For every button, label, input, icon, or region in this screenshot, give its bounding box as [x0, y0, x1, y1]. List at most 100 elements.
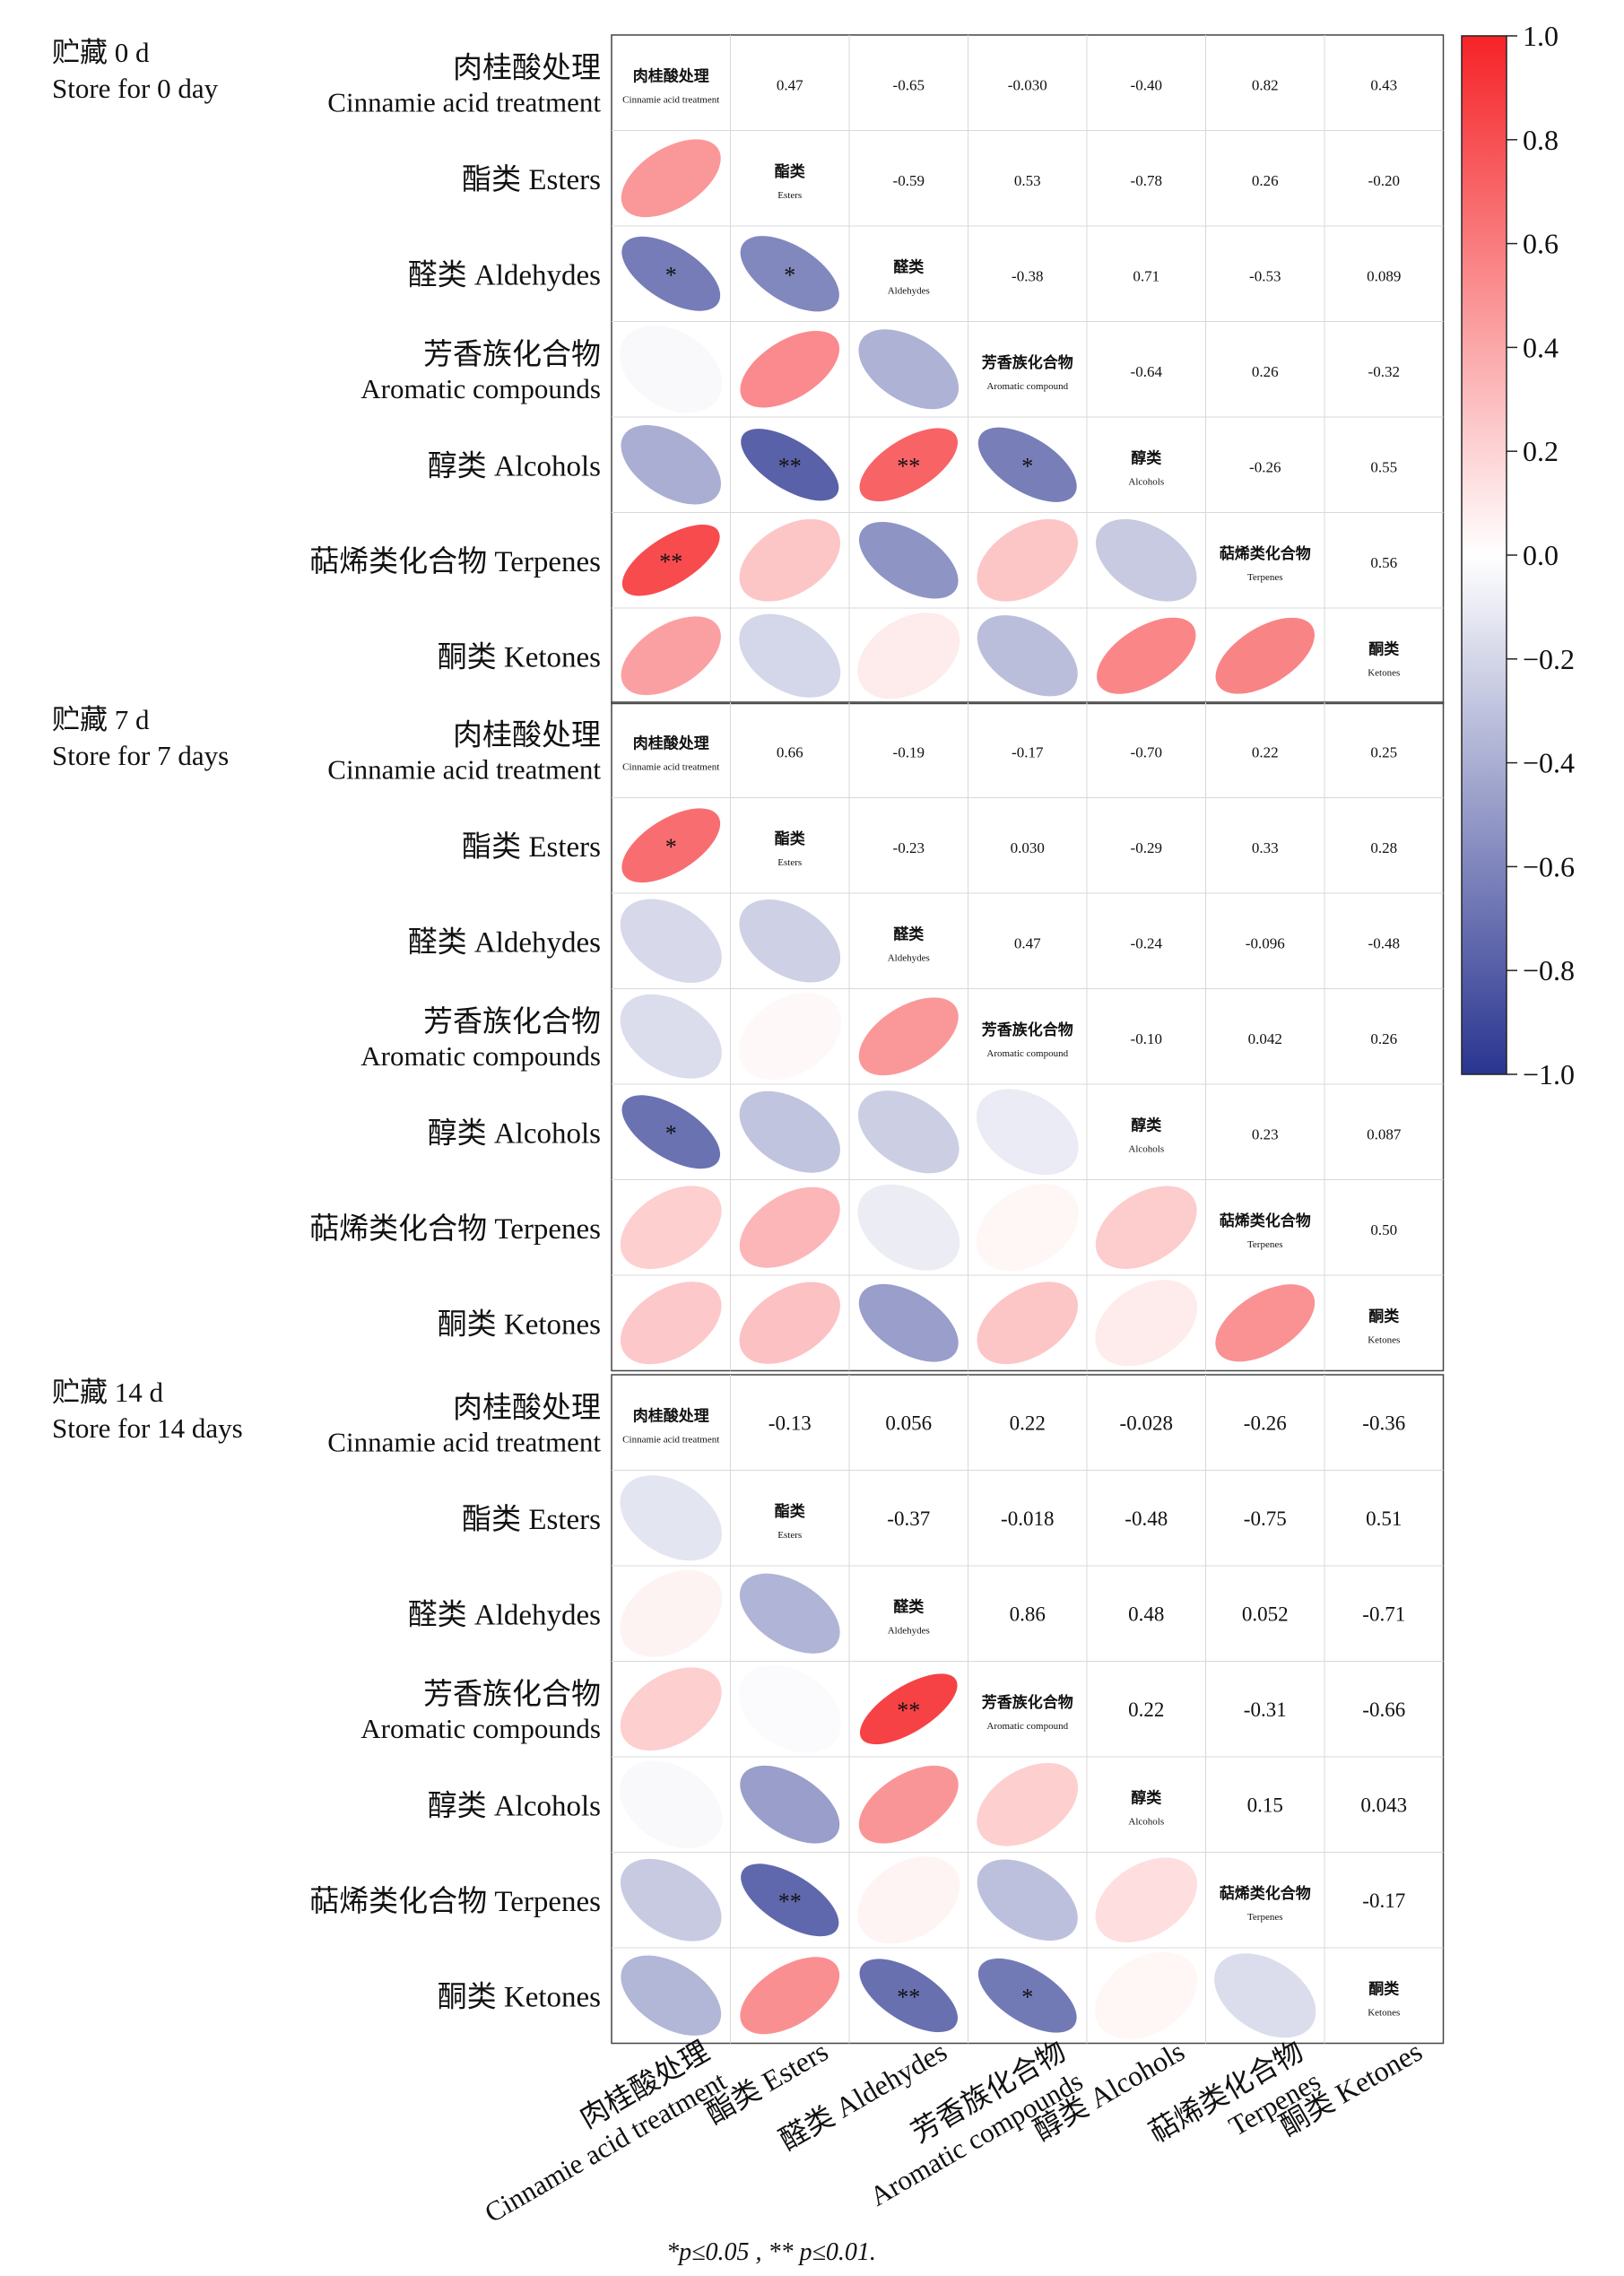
correlation-ellipse — [858, 1283, 959, 1362]
row-label: 醇类 Alcohols — [428, 1116, 601, 1150]
correlation-value: -0.70 — [1131, 743, 1162, 760]
diagonal-label-en: Alcohols — [1128, 476, 1164, 487]
diagonal-label-en: Ketones — [1368, 2007, 1400, 2018]
correlation-ellipse — [857, 1090, 960, 1174]
correlation-value: 0.55 — [1370, 458, 1397, 475]
row-label: 萜烯类化合物 Terpenes — [309, 1885, 601, 1918]
colorbar-tick-label: −0.8 — [1523, 954, 1575, 986]
correlation-value: 0.66 — [777, 743, 803, 760]
correlation-value: 0.22 — [1128, 1698, 1164, 1721]
correlation-value: -0.29 — [1131, 839, 1162, 856]
panel-frame — [611, 34, 1445, 705]
colorbar-gradient — [1461, 35, 1507, 1075]
diagonal-label-en: Alcohols — [1128, 1143, 1164, 1154]
correlation-ellipse — [620, 1858, 722, 1942]
correlation-value: -0.66 — [1362, 1698, 1405, 1721]
correlation-value: 0.26 — [1370, 1030, 1397, 1047]
colorbar-tick-label: 0.8 — [1523, 124, 1559, 156]
correlation-ellipse — [977, 1958, 1077, 2033]
correlation-ellipse — [1214, 1953, 1316, 2038]
row-label-en: Aromatic compounds — [360, 1713, 601, 1744]
correlation-value: -0.17 — [1012, 743, 1044, 760]
correlation-ellipse — [858, 1765, 959, 1844]
diagonal-label-en: Aromatic compound — [986, 1048, 1068, 1059]
correlation-ellipse — [977, 1859, 1078, 1942]
diagonal-label-cn: 芳香族化合物 — [982, 1021, 1073, 1039]
diagonal-label-cn: 肉桂酸处理 — [633, 66, 709, 85]
diagonal-label-cn: 肉桂酸处理 — [633, 1406, 709, 1425]
correlation-value: 0.47 — [777, 76, 803, 93]
correlation-value: -0.75 — [1244, 1507, 1287, 1530]
colorbar-tick-label: 0.2 — [1523, 435, 1559, 467]
correlation-ellipse — [1095, 1280, 1198, 1367]
diagonal-label-cn: 醇类 — [1131, 1116, 1162, 1134]
diagonal-label-en: Cinnamie acid treatment — [622, 761, 719, 772]
diagonal-label-cn: 醛类 — [893, 257, 925, 276]
correlation-ellipse — [740, 1957, 840, 2035]
correlation-value: -0.59 — [893, 172, 925, 189]
diagonal-label-cn: 醇类 — [1131, 448, 1162, 467]
row-label-en: Cinnamie acid treatment — [327, 86, 601, 117]
colorbar-tick-label: 0.4 — [1523, 331, 1559, 363]
correlation-value: 0.042 — [1248, 1030, 1282, 1047]
diagonal-label-en: Aromatic compound — [986, 1721, 1068, 1732]
correlation-ellipse — [621, 1095, 721, 1169]
diagonal-label-cn: 肉桂酸处理 — [633, 734, 709, 752]
correlation-value: 0.56 — [1370, 554, 1397, 571]
row-label: 醛类 Aldehydes — [408, 925, 601, 959]
row-label: 酮类 Ketones — [438, 640, 601, 673]
diagonal-label-cn: 醇类 — [1131, 1788, 1162, 1807]
significance-marker: ** — [897, 453, 920, 479]
panel-title-cn: 贮藏 14 d — [52, 1377, 163, 1408]
row-label-en: Aromatic compounds — [360, 1040, 601, 1072]
correlation-value: -0.26 — [1244, 1412, 1287, 1434]
colorbar-tick-label: −1.0 — [1523, 1058, 1575, 1090]
colorbar: 1.0 0.8 0.6 0.4 0.2 0.0 −0.2 −0.4 −0.6 −0.8 −1.0 — [1461, 20, 1575, 1090]
correlation-ellipse — [621, 808, 721, 883]
correlation-value: 0.22 — [1252, 743, 1279, 760]
row-label: 醛类 Aldehydes — [408, 258, 601, 291]
correlation-ellipse — [741, 429, 839, 501]
significance-marker: ** — [778, 453, 802, 479]
correlation-ellipse — [620, 899, 722, 983]
correlation-value: 0.50 — [1370, 1221, 1397, 1238]
colorbar-tick-label: 0.6 — [1523, 228, 1559, 260]
correlation-value: 0.33 — [1252, 839, 1279, 856]
row-label-cn: 芳香族化合物 — [423, 1005, 601, 1038]
diagonal-label-cn: 萜烯类化合物 — [1220, 544, 1311, 563]
correlation-value: -0.31 — [1244, 1698, 1287, 1721]
colorbar-tick-label: 0.0 — [1523, 539, 1559, 571]
diagonal-label-cn: 萜烯类化合物 — [1220, 1884, 1311, 1903]
correlation-ellipse — [620, 326, 723, 413]
significance-marker: ** — [897, 1984, 920, 2010]
correlation-value: 0.26 — [1252, 172, 1279, 189]
row-label: 酯类 Esters — [462, 163, 601, 196]
row-label: 酮类 Ketones — [438, 1980, 601, 2013]
correlation-value: -0.64 — [1131, 363, 1163, 380]
panel-title-cn: 贮藏 0 d — [52, 37, 150, 68]
diagonal-label-en: Terpenes — [1247, 1239, 1283, 1250]
diagonal-label-en: Esters — [777, 190, 802, 201]
correlation-ellipse — [977, 427, 1077, 502]
correlation-value: 0.26 — [1252, 363, 1279, 380]
correlation-ellipse — [739, 1573, 840, 1654]
correlation-ellipse — [859, 428, 958, 502]
diagonal-label-cn: 酮类 — [1368, 639, 1400, 658]
correlation-value: -0.17 — [1362, 1889, 1405, 1912]
row-label-cn: 肉桂酸处理 — [453, 51, 601, 84]
correlation-value: 0.089 — [1367, 267, 1401, 284]
diagonal-label-cn: 酮类 — [1368, 1979, 1400, 1998]
correlation-value: -0.38 — [1012, 267, 1043, 284]
correlation-ellipse — [859, 1959, 958, 2033]
panel-title-en: Store for 0 day — [52, 73, 219, 104]
diagonal-label-cn: 萜烯类化合物 — [1220, 1212, 1311, 1230]
correlation-ellipse — [977, 615, 1078, 697]
diagonal-label-en: Terpenes — [1247, 572, 1283, 583]
correlation-ellipse — [740, 330, 840, 408]
correlation-ellipse — [859, 1673, 958, 1745]
correlation-ellipse — [1095, 1857, 1197, 1942]
diagonal-label-en: Aromatic compound — [986, 381, 1068, 392]
correlation-value: -0.71 — [1362, 1603, 1405, 1625]
